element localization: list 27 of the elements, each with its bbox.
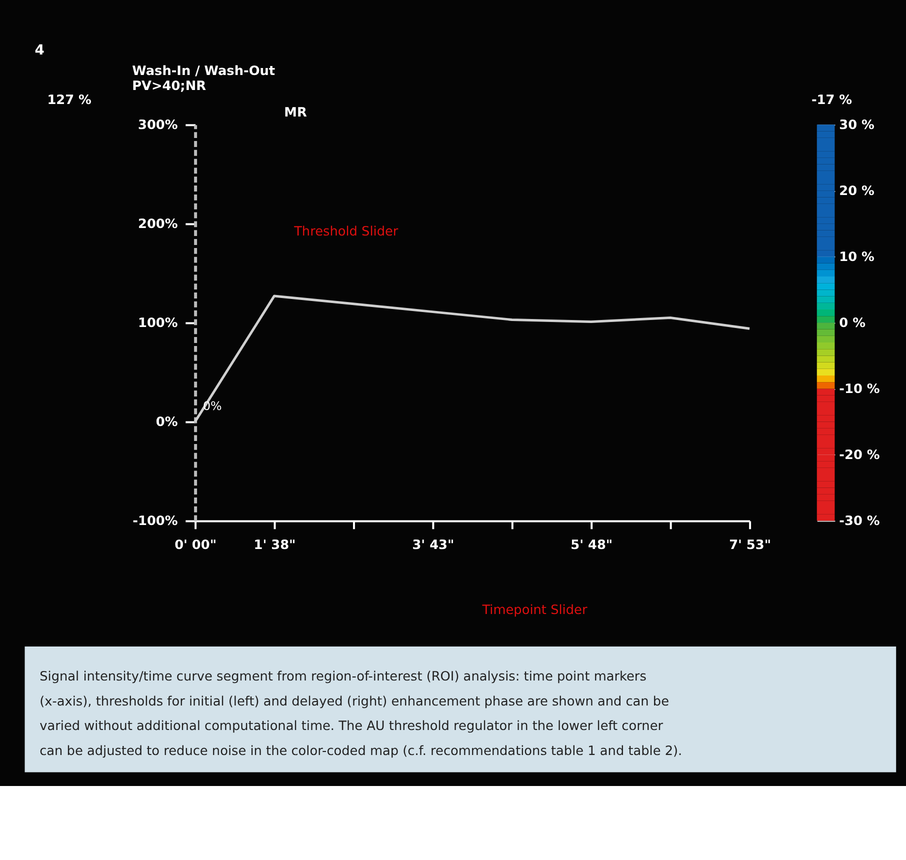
text: 4 <box>34 42 44 58</box>
chart-subtitle: PV>40;NR <box>132 79 206 94</box>
x-tick-label: 7' 53" <box>729 538 772 553</box>
y-tick-label: 300% <box>138 118 178 134</box>
color-bar-label: 30 % <box>839 118 875 134</box>
color-bar-label: 20 % <box>839 184 875 200</box>
text: -17 % <box>811 92 852 108</box>
x-tick-label: 1' 38" <box>254 538 296 553</box>
chart-title: Wash-In / Wash-Out <box>132 64 276 80</box>
color-bar-label: -30 % <box>839 514 880 530</box>
line-series <box>194 294 751 423</box>
y-tick-label: 100% <box>138 316 178 332</box>
color-bar-label: -10 % <box>839 382 880 398</box>
color-bar-label: 0 % <box>839 316 866 332</box>
text: Signal intensity/time curve segment from region-of-interest (ROI) analysis: time point markers (x-axis), thresholds for initial (left) and delayed (right) enhancement phase are shown and can be varied without additional computational time. The AU threshold regulator in the lower left corner can be adjusted to reduce noise in the color-coded map (c.f. recommendations table 1 and table 2). <box>40 670 682 759</box>
text: 127 % <box>47 92 92 108</box>
x-tick-label: 5' 48" <box>570 538 613 553</box>
color-bar-label: 10 % <box>839 250 875 266</box>
text: Timepoint Slider <box>481 602 588 618</box>
y-tick-label: 0% <box>156 415 178 430</box>
x-tick-label: 0' 00" <box>174 538 217 553</box>
text: MR <box>284 106 307 121</box>
annotation: Threshold Slider <box>293 224 399 240</box>
y-tick-label: -100% <box>132 514 178 530</box>
color-bar-label: -20 % <box>839 448 880 464</box>
y-tick-label: 200% <box>138 217 178 232</box>
x-tick-label: 3' 43" <box>412 538 454 553</box>
